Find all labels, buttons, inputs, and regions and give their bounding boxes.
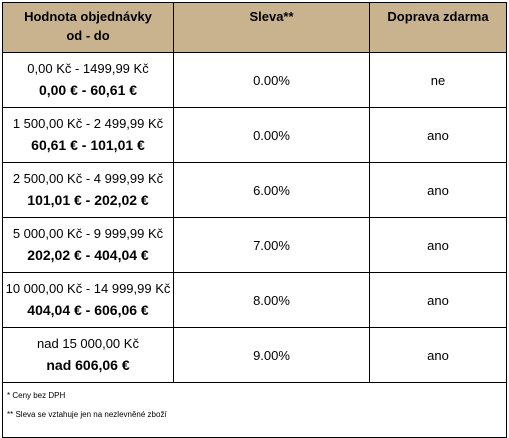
discount-cell: 8.00% — [173, 272, 370, 328]
shipping-cell: ano — [369, 327, 507, 383]
range-eur: 101,01 € - 202,02 € — [27, 192, 149, 208]
table-row: nad 15 000,00 Kč nad 606,06 € 9.00% ano — [2, 327, 507, 383]
discount-cell: 6.00% — [173, 162, 370, 218]
range-czk: 0,00 Kč - 1499,99 Kč — [27, 61, 149, 76]
range-eur: 202,02 € - 404,04 € — [27, 247, 149, 263]
table-row: 1 500,00 Kč - 2 499,99 Kč 60,61 € - 101,0… — [2, 107, 507, 163]
footnote: * Ceny bez DPH — [7, 391, 66, 400]
header-row: Hodnota objednávky od - do Sleva** Dopra… — [2, 2, 507, 53]
range-eur: 60,61 € - 101,01 € — [31, 137, 145, 153]
discount-cell: 0.00% — [173, 107, 370, 163]
shipping-cell: ano — [369, 162, 507, 218]
shipping-cell: ano — [369, 107, 507, 163]
header-text: Hodnota objednávky — [24, 9, 152, 24]
range-eur: nad 606,06 € — [46, 357, 130, 373]
table-row: 2 500,00 Kč - 4 999,99 Kč 101,01 € - 202,… — [2, 162, 507, 218]
range-czk: nad 15 000,00 Kč — [37, 336, 139, 351]
range-czk: 1 500,00 Kč - 2 499,99 Kč — [12, 116, 164, 131]
header-shipping: Doprava zdarma — [369, 2, 507, 53]
table-row: 0,00 Kč - 1499,99 Kč 0,00 € - 60,61 € 0.00… — [2, 52, 507, 108]
footnotes: * Ceny bez DPH ** Sleva se vztahuje jen n… — [2, 382, 507, 438]
range-cell: 10 000,00 Kč - 14 999,99 Kč 404,04 € - 60… — [2, 272, 174, 328]
range-czk: 2 500,00 Kč - 4 999,99 Kč — [12, 171, 164, 186]
header-range: Hodnota objednávky od - do — [2, 2, 174, 53]
shipping-cell: ano — [369, 217, 507, 273]
discount-cell: 7.00% — [173, 217, 370, 273]
header-text: od - do — [66, 28, 110, 43]
range-cell: 1 500,00 Kč - 2 499,99 Kč 60,61 € - 101,0… — [2, 107, 174, 163]
shipping-cell: ne — [369, 52, 507, 108]
table-row: 5 000,00 Kč - 9 999,99 Kč 202,02 € - 404,… — [2, 217, 507, 273]
range-cell: nad 15 000,00 Kč nad 606,06 € — [2, 327, 174, 383]
range-czk: 5 000,00 Kč - 9 999,99 Kč — [12, 226, 164, 241]
range-eur: 0,00 € - 60,61 € — [38, 82, 138, 98]
footnote: ** Sleva se vztahuje jen na nezlevněné z… — [7, 410, 167, 419]
range-czk: 10 000,00 Kč - 14 999,99 Kč — [5, 281, 171, 296]
range-eur: 404,04 € - 606,06 € — [27, 302, 149, 318]
discount-cell: 9.00% — [173, 327, 370, 383]
footnote-row: * Ceny bez DPH ** Sleva se vztahuje jen n… — [2, 382, 507, 438]
range-cell: 0,00 Kč - 1499,99 Kč 0,00 € - 60,61 € — [2, 52, 174, 108]
shipping-cell: ano — [369, 272, 507, 328]
table-row: 10 000,00 Kč - 14 999,99 Kč 404,04 € - 60… — [2, 272, 507, 328]
header-discount: Sleva** — [173, 2, 370, 53]
range-cell: 5 000,00 Kč - 9 999,99 Kč 202,02 € - 404,… — [2, 217, 174, 273]
range-cell: 2 500,00 Kč - 4 999,99 Kč 101,01 € - 202,… — [2, 162, 174, 218]
discount-cell: 0.00% — [173, 52, 370, 108]
